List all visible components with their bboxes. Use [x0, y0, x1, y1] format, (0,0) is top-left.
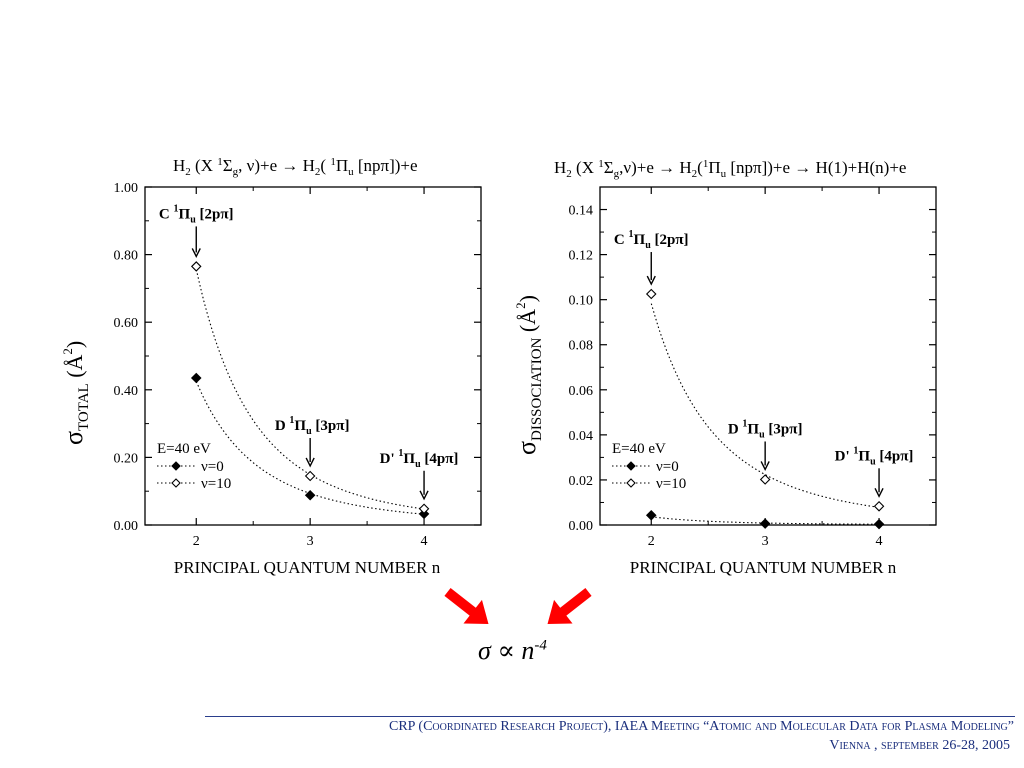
state-label: C 1Πu [2pπ]	[159, 203, 234, 225]
data-point-v10	[645, 288, 657, 300]
legend-title: E=40 eV	[612, 441, 666, 457]
data-point-v0	[645, 510, 657, 521]
y-tick-label: 0.20	[114, 451, 139, 466]
legend-entry: ν=10	[656, 476, 686, 492]
y-tick-label: 0.14	[569, 204, 594, 219]
y-tick-label: 0.80	[114, 249, 139, 264]
footer-divider	[205, 716, 1015, 717]
y-tick-label: 0.02	[569, 474, 594, 489]
formula-base: σ ∝ n	[478, 636, 535, 665]
data-point-v10	[759, 474, 771, 485]
fit-curve-v10	[650, 303, 880, 508]
state-label: C 1Πu [2pπ]	[614, 229, 689, 251]
y-axis-label: σDISSOCIATION (Å2)	[512, 295, 545, 455]
arrow-head-icon	[760, 461, 770, 472]
x-tick-label: 3	[762, 534, 769, 549]
chart-title: H2 (X 1Σg, ν)+e → H2( 1Πu [npπ])+e	[173, 156, 418, 178]
legend-marker	[171, 478, 181, 488]
y-tick-label: 0.00	[114, 519, 139, 534]
y-tick-label: 1.00	[114, 181, 139, 196]
legend-title: E=40 eV	[157, 441, 211, 457]
y-tick-label: 0.60	[114, 316, 139, 331]
x-tick-label: 3	[307, 534, 314, 549]
data-point-v10	[190, 261, 202, 272]
arrow-down-left-icon	[547, 588, 592, 625]
arrow-head-icon	[191, 248, 201, 258]
svg-text:σDISSOCIATION (Å2): σDISSOCIATION (Å2)	[512, 295, 545, 455]
legend-entry: ν=0	[656, 459, 679, 475]
y-tick-label: 0.10	[569, 294, 594, 309]
plot-area: 0.00 0.20 0.40 0.60 0.80 1.00 2 3 4 C 1Πu [2pπ] D …	[114, 181, 482, 549]
data-point-v10	[304, 470, 316, 482]
data-point-v0	[873, 518, 885, 530]
chart-dissociation-cross-section: H2 (X 1Σg,ν)+e → H2(1Πu [npπ])+e → H(1)+…	[512, 158, 937, 577]
x-axis-label: PRINCIPAL QUANTUM NUMBER n	[630, 558, 897, 577]
x-tick-label: 2	[648, 534, 655, 549]
svg-text:H2 (X 1Σg,ν)+e → H2(1Πu [npπ]): H2 (X 1Σg,ν)+e → H2(1Πu [npπ])+e → H(1)+…	[554, 158, 906, 180]
plot-area: 0.00 0.02 0.04 0.06 0.08 0.10 0.12 0.14 2 3 4 C 1Πu…	[569, 186, 937, 549]
y-tick-label: 0.06	[569, 384, 594, 399]
state-label: D' 1Πu [4pπ]	[380, 448, 459, 470]
legend-marker	[626, 461, 636, 471]
scaling-formula: σ ∝ n-4	[478, 636, 547, 666]
footer-venue-date: Vienna , september 26-28, 2005	[829, 738, 1010, 753]
svg-text:H2 (X 1Σg, ν)+e → H2( 1Πu [npπ: H2 (X 1Σg, ν)+e → H2( 1Πu [npπ])+e	[173, 156, 418, 178]
y-axis-label: σTOTAL (Å2)	[60, 341, 92, 445]
x-tick-label: 4	[876, 534, 883, 549]
state-label: D 1Πu [3pπ]	[275, 415, 350, 437]
x-axis-label: PRINCIPAL QUANTUM NUMBER n	[174, 558, 441, 577]
y-tick-label: 0.40	[114, 384, 139, 399]
data-point-v10	[418, 503, 430, 515]
state-label: D 1Πu [3pπ]	[728, 418, 803, 440]
arrow-head-icon	[305, 457, 315, 468]
arrow-head-icon	[419, 490, 429, 501]
state-label: D' 1Πu [4pπ]	[835, 445, 914, 467]
chart-title: H2 (X 1Σg,ν)+e → H2(1Πu [npπ])+e → H(1)+…	[554, 158, 906, 180]
legend-marker	[171, 461, 181, 471]
formula-exponent: -4	[534, 637, 547, 654]
data-point-v0	[304, 489, 316, 501]
legend-marker	[626, 478, 636, 488]
x-tick-label: 2	[193, 534, 200, 549]
arrow-head-icon	[646, 275, 656, 286]
arrow-head-icon	[874, 487, 884, 498]
chart-total-cross-section: H2 (X 1Σg, ν)+e → H2( 1Πu [npπ])+e σTOTA…	[60, 156, 482, 577]
arrow-down-right-icon	[444, 588, 489, 625]
data-point-v0	[190, 372, 202, 384]
legend-entry: ν=10	[201, 476, 231, 492]
y-tick-label: 0.00	[569, 519, 594, 534]
data-point-v10	[873, 501, 885, 512]
legend-entry: ν=0	[201, 459, 224, 475]
footer-conference: CRP (Coordinated Research Project), IAEA…	[388, 719, 1014, 734]
y-tick-label: 0.04	[569, 429, 594, 444]
data-point-v0	[759, 518, 771, 529]
y-tick-label: 0.12	[569, 249, 594, 264]
x-tick-label: 4	[421, 534, 428, 549]
svg-text:σTOTAL (Å2): σTOTAL (Å2)	[60, 341, 92, 445]
y-tick-label: 0.08	[569, 339, 594, 354]
